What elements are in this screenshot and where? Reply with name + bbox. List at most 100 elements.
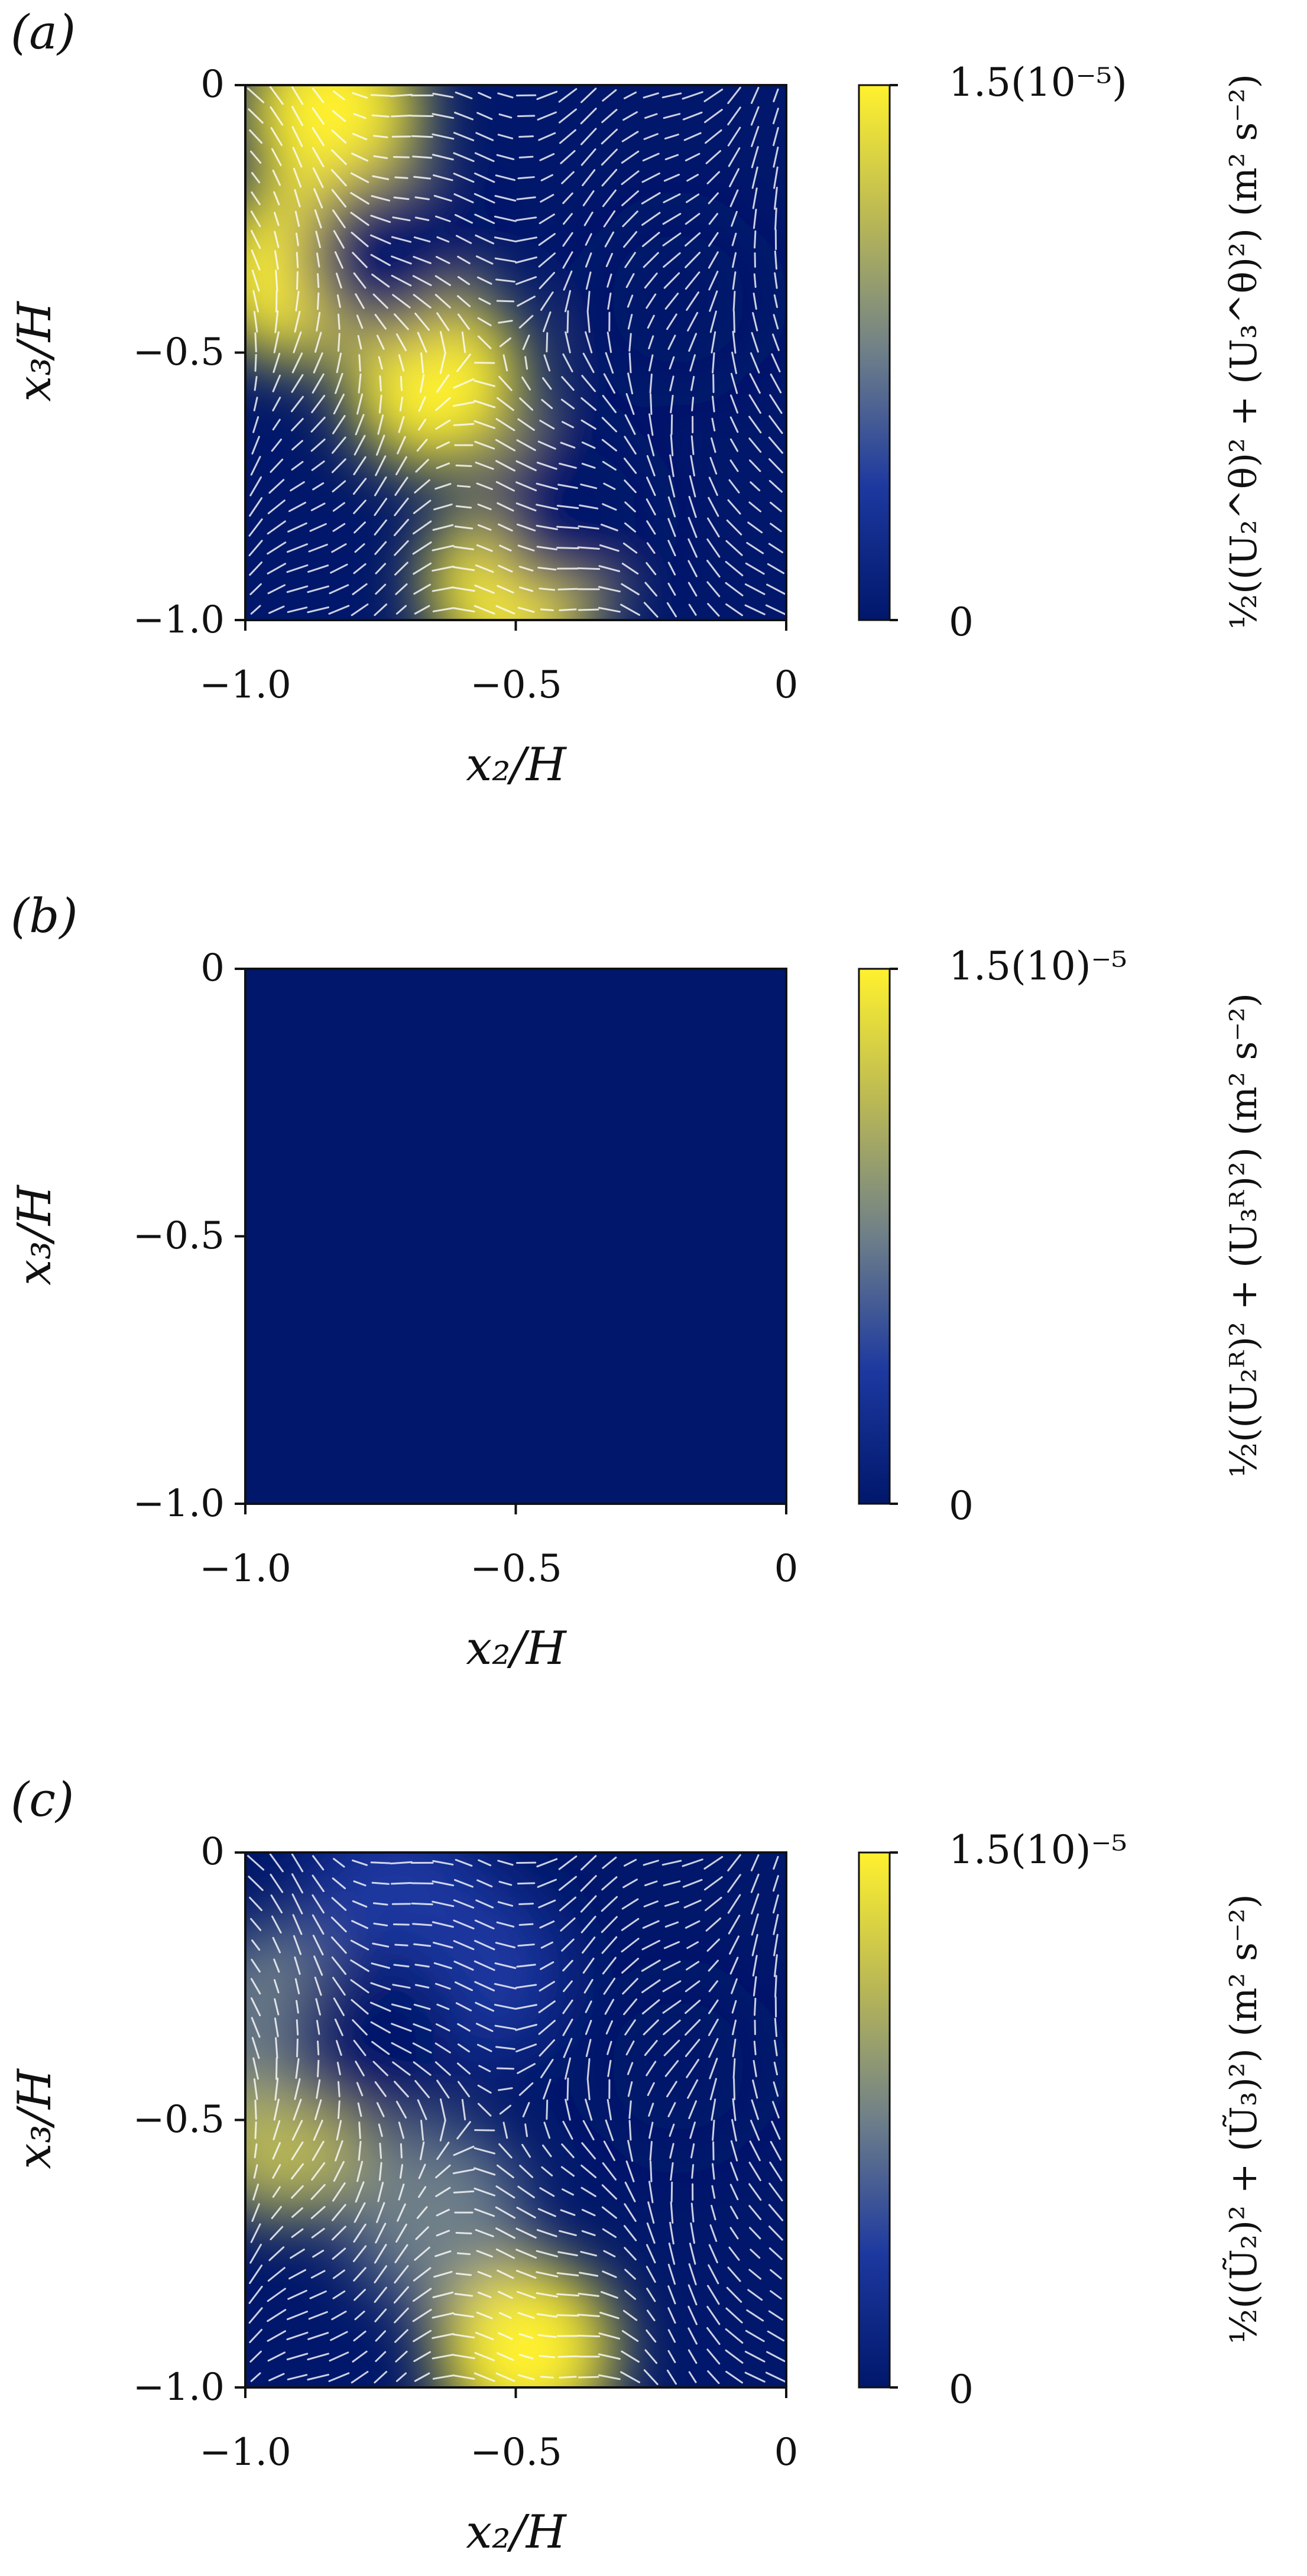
vector-arrow — [711, 417, 716, 432]
vector-arrow — [771, 353, 781, 373]
vector-arrow — [746, 541, 764, 554]
vector-arrow — [498, 2087, 513, 2091]
vector-arrow — [267, 2330, 287, 2342]
vector-arrow — [582, 1936, 596, 1954]
vector-arrow — [536, 524, 559, 530]
vector-arrow — [727, 2266, 741, 2282]
vector-arrow — [751, 1893, 760, 1915]
panel-b: (b) 0 −0.5 −1.0 −1.0 −0.5 0 x₂/H x₃/H 1.… — [8, 888, 1265, 1675]
vector-arrow — [646, 542, 656, 554]
vector-arrow — [251, 2203, 260, 2222]
vector-arrow — [540, 1961, 554, 1970]
vector-arrow — [581, 375, 596, 392]
vector-arrow — [497, 1860, 514, 1866]
vector-arrow — [538, 252, 556, 268]
vector-arrow — [726, 519, 742, 536]
vector-arrow — [524, 2123, 528, 2137]
vector-arrow — [563, 213, 573, 225]
vector-arrow — [273, 2098, 280, 2121]
vector-arrow — [670, 434, 674, 456]
vector-arrow — [582, 352, 595, 374]
vector-arrow — [248, 2307, 263, 2324]
vector-arrow — [287, 606, 308, 613]
vector-arrow — [330, 168, 347, 187]
vector-arrow — [538, 233, 556, 246]
vector-arrow — [602, 503, 617, 511]
vector-arrow — [332, 523, 346, 532]
vector-arrow — [390, 93, 413, 98]
vector-arrow — [562, 1959, 573, 1972]
vector-arrow — [667, 518, 676, 537]
vector-arrow — [332, 2247, 346, 2260]
vector-arrow — [729, 2205, 739, 2220]
vector-arrow — [251, 191, 261, 206]
vector-arrow — [272, 397, 281, 411]
vector-arrow — [418, 418, 427, 431]
vector-arrow — [621, 131, 639, 142]
vector-arrow — [317, 292, 320, 310]
vector-arrow — [395, 583, 408, 595]
vector-arrow — [328, 2372, 350, 2382]
vector-arrow — [497, 1901, 514, 1907]
vector-arrow — [774, 2039, 778, 2056]
vector-arrow — [560, 2166, 575, 2177]
vector-arrow — [685, 271, 700, 290]
vector-arrow — [556, 505, 579, 510]
vector-arrow — [307, 2353, 329, 2361]
vector-arrow — [585, 2020, 592, 2035]
vector-arrow — [536, 2271, 559, 2277]
vector-arrow — [476, 2311, 493, 2319]
vector-arrow — [418, 2186, 427, 2198]
vector-arrow — [353, 1880, 367, 1887]
x-axis-label: x₂/H — [466, 2506, 567, 2559]
vector-arrow — [267, 2309, 287, 2322]
vector-arrow — [685, 1980, 700, 1993]
vector-arrow — [475, 255, 494, 265]
vector-arrow — [708, 232, 719, 247]
vector-arrow — [577, 546, 600, 550]
vector-arrow — [641, 1939, 661, 1951]
vector-arrow — [607, 2099, 612, 2121]
vector-arrow — [350, 172, 369, 183]
vector-arrow — [622, 542, 638, 554]
vector-arrow — [708, 2038, 719, 2058]
vector-arrow — [664, 1901, 679, 1907]
vector-arrow — [372, 135, 388, 138]
field-hotspot — [286, 1951, 464, 2129]
vector-arrow — [496, 154, 515, 160]
vector-arrow — [580, 87, 597, 103]
vector-arrow — [750, 1873, 760, 1893]
vector-arrow — [499, 337, 512, 348]
vector-arrow — [603, 373, 615, 394]
vector-arrow — [562, 353, 573, 372]
vector-arrow — [390, 1861, 413, 1865]
vector-arrow — [378, 394, 382, 414]
vector-arrow — [601, 148, 618, 166]
vector-arrow — [251, 436, 260, 455]
vector-arrow — [313, 188, 323, 209]
vector-arrow — [274, 231, 280, 248]
vector-arrow — [536, 2313, 557, 2318]
vector-arrow — [273, 1958, 280, 1973]
vector-arrow — [729, 1935, 740, 1955]
vector-arrow — [562, 2019, 573, 2036]
vector-arrow — [436, 2079, 450, 2099]
vector-arrow — [267, 2267, 286, 2282]
vector-arrow — [355, 293, 365, 309]
vector-arrow — [646, 455, 656, 476]
vector-arrow — [601, 1876, 618, 1891]
vector-arrow — [682, 91, 703, 100]
vector-arrow — [581, 2230, 596, 2236]
vector-arrow — [539, 420, 555, 430]
vector-arrow — [311, 2162, 326, 2181]
vector-arrow — [663, 272, 680, 289]
vector-arrow — [412, 155, 433, 159]
vector-arrow — [374, 2081, 387, 2097]
vector-arrow — [456, 2121, 471, 2140]
vector-arrow — [643, 2019, 659, 2036]
vector-arrow — [392, 216, 411, 222]
vector-arrow — [457, 255, 471, 265]
vector-arrow — [605, 2119, 614, 2142]
vector-arrow — [624, 501, 636, 512]
vector-arrow — [667, 335, 676, 350]
